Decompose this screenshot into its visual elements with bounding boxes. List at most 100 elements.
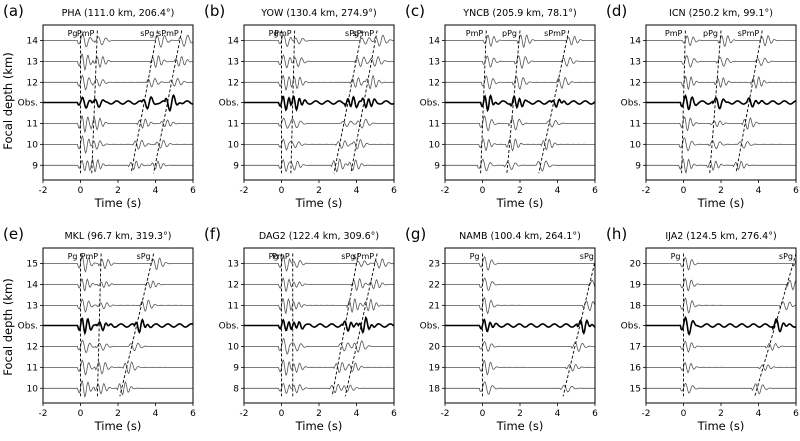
observed-trace — [244, 315, 394, 335]
panel-letter: (a) — [3, 2, 24, 20]
synthetic-trace — [445, 34, 595, 49]
phase-line — [333, 30, 363, 174]
y-tick-label: 17 — [630, 342, 641, 352]
synthetic-trace — [244, 297, 394, 315]
ylabel-top: Focal depth (km) — [1, 52, 15, 149]
x-tick-label: 6 — [793, 186, 799, 196]
x-axis-label: Time (s) — [697, 196, 745, 210]
y-tick-label: 12 — [429, 78, 440, 88]
synthetic-trace — [646, 277, 796, 292]
synthetic-trace — [646, 340, 796, 353]
panel-letter: (d) — [606, 2, 627, 20]
panel-letter: (h) — [606, 225, 627, 243]
x-tick-label: 2 — [115, 186, 121, 196]
traces-group — [43, 30, 193, 174]
synthetic-trace — [43, 158, 193, 173]
x-tick-label: 6 — [391, 186, 397, 196]
phase-label: Pg — [269, 252, 279, 261]
y-tick-label: 10 — [27, 384, 39, 394]
x-tick-label: -2 — [240, 409, 249, 419]
traces-group — [244, 253, 394, 397]
y-tick-label: 9 — [434, 161, 440, 171]
y-tick-label: Obs. — [621, 322, 641, 332]
x-axis-label: Time (s) — [295, 419, 343, 433]
phase-label: PmP — [665, 29, 683, 38]
y-tick-label: 11 — [228, 119, 239, 129]
y-tick-label: 13 — [27, 57, 38, 67]
panels-group: (a) PHA (111.0 km, 206.4°)Pg PmP sPg sPmP141… — [3, 2, 799, 433]
x-tick-label: 6 — [793, 409, 799, 419]
x-axis-label: Time (s) — [94, 196, 142, 210]
panel-letter: (b) — [204, 2, 225, 20]
y-tick-label: 14 — [429, 37, 441, 47]
x-tick-label: 4 — [756, 186, 762, 196]
x-tick-label: 4 — [354, 186, 360, 196]
x-tick-label: 6 — [190, 409, 196, 419]
y-tick-label: 15 — [630, 384, 641, 394]
observed-trace — [43, 317, 193, 336]
panel-letter: (c) — [405, 2, 425, 20]
y-tick-label: 11 — [630, 119, 641, 129]
y-tick-label: 9 — [233, 363, 239, 373]
synthetic-trace — [43, 115, 193, 134]
phase-label: sPg — [580, 252, 594, 261]
observed-trace — [646, 315, 796, 336]
panel-title: YNCB (205.9 km, 78.1°) — [462, 8, 576, 19]
synthetic-trace — [43, 33, 193, 48]
phase-label: PmP — [466, 29, 484, 38]
x-tick-label: 6 — [190, 186, 196, 196]
x-tick-label: 2 — [718, 186, 724, 196]
phase-line — [91, 30, 98, 174]
panel-title: MKL (96.7 km, 319.3°) — [64, 231, 171, 242]
x-tick-label: 4 — [354, 409, 360, 419]
phase-line — [331, 253, 359, 397]
observed-trace — [244, 94, 394, 112]
x-tick-label: 0 — [78, 409, 84, 419]
x-tick-label: 0 — [681, 409, 687, 419]
phase-line — [709, 30, 722, 174]
y-tick-label: 13 — [630, 57, 641, 67]
synthetic-trace — [445, 359, 595, 376]
phase-label: Pg — [671, 252, 681, 261]
synthetic-trace — [445, 277, 595, 291]
phase-line — [290, 30, 296, 174]
y-tick-label: 16 — [630, 363, 642, 373]
panel-title: IJA2 (124.5 km, 276.4°) — [665, 231, 776, 242]
phase-line — [562, 259, 595, 397]
y-tick-label: 10 — [27, 140, 39, 150]
y-tick-label: 11 — [27, 363, 38, 373]
x-tick-label: 6 — [391, 409, 397, 419]
phase-label: sPg — [137, 252, 151, 261]
ylabel-bottom: Focal depth (km) — [1, 278, 15, 375]
panel-title: DAG2 (122.4 km, 309.6°) — [259, 231, 379, 242]
synthetic-trace — [646, 116, 796, 132]
phase-label: PmP — [81, 252, 99, 261]
x-tick-label: -2 — [441, 409, 450, 419]
phase-label: pPg — [703, 29, 718, 38]
y-tick-label: 14 — [630, 37, 642, 47]
phase-label: sPmP — [544, 29, 566, 38]
x-tick-label: 4 — [555, 186, 561, 196]
traces-group — [43, 253, 193, 398]
panel-h: (h) IJA2 (124.5 km, 276.4°)Pg sPg201918Obs… — [606, 225, 799, 433]
panel-c: (c) YNCB (205.9 km, 78.1°) PmP pPg sPmP 14 13 1… — [405, 2, 598, 210]
synthetic-trace — [646, 75, 796, 91]
x-tick-label: 2 — [718, 409, 724, 419]
y-tick-label: 12 — [630, 78, 641, 88]
y-tick-label: 11 — [27, 119, 38, 129]
synthetic-trace — [646, 382, 796, 395]
panel-letter: (e) — [3, 225, 24, 243]
y-tick-label: 11 — [228, 301, 239, 311]
x-tick-label: 6 — [592, 409, 598, 419]
x-tick-label: 0 — [480, 409, 486, 419]
panel-title: NAMB (100.4 km, 264.1°) — [459, 231, 581, 242]
phase-label: Pg — [68, 252, 78, 261]
y-tick-label: 13 — [228, 57, 239, 67]
y-tick-label: 9 — [233, 161, 239, 171]
synthetic-trace — [646, 55, 796, 68]
panel-title: PHA (111.0 km, 206.4°) — [62, 8, 175, 19]
x-tick-label: -2 — [642, 409, 651, 419]
panel-a: (a) PHA (111.0 km, 206.4°) Pg PmP sPg sPmP 14 1… — [3, 2, 196, 210]
synthetic-trace — [244, 255, 394, 272]
